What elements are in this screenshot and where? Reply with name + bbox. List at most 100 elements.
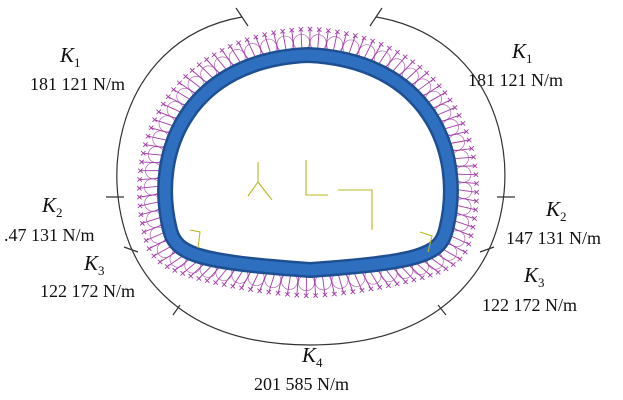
spring-anchor xyxy=(343,31,349,37)
label-k3-right-value: 122 172 N/m xyxy=(482,295,577,315)
spring-anchor xyxy=(160,101,166,107)
svg-text:K4: K4 xyxy=(301,343,323,370)
spring-anchor xyxy=(137,203,143,209)
spring-anchor xyxy=(140,150,146,156)
spring-anchor xyxy=(141,229,147,235)
spring-anchor xyxy=(471,154,477,160)
spring-anchor xyxy=(180,270,186,276)
spring-anchor xyxy=(474,180,480,186)
spring-anchor xyxy=(146,246,152,252)
spring-anchor xyxy=(275,290,281,296)
svg-text:K1: K1 xyxy=(59,43,81,70)
spring-anchor xyxy=(143,237,149,243)
label-k1-left-value: 181 121 N/m xyxy=(30,74,125,94)
spring-anchor xyxy=(253,34,259,40)
label-k2-left-value: .47 131 N/m xyxy=(4,225,95,245)
spring-anchor xyxy=(442,90,448,96)
spring-anchor xyxy=(227,43,233,49)
spring-anchor xyxy=(183,73,189,80)
spring-anchor xyxy=(148,125,154,131)
spring-anchor xyxy=(204,278,210,284)
spring-anchor xyxy=(473,172,479,178)
spring-anchor xyxy=(139,159,145,165)
spring-anchor xyxy=(447,97,453,103)
spring-anchor xyxy=(470,224,476,230)
label-k2-right: K2 147 131 N/m xyxy=(506,197,601,248)
spring-anchor xyxy=(424,70,430,76)
spring-anchor xyxy=(137,176,143,183)
spring-anchor xyxy=(189,67,195,73)
spring-anchor xyxy=(284,291,290,297)
spring-anchor xyxy=(430,76,436,82)
spring-anchor xyxy=(139,220,145,226)
spring-anchor xyxy=(196,62,202,68)
spring-anchor xyxy=(411,277,417,283)
spring-anchor xyxy=(460,120,466,126)
spring-anchor xyxy=(164,264,170,270)
spring-anchor xyxy=(457,256,463,262)
label-k3-right: K3 122 172 N/m xyxy=(482,263,577,315)
svg-text:K3: K3 xyxy=(83,251,105,278)
spring-anchor xyxy=(370,38,376,44)
spring-anchor xyxy=(473,198,479,204)
boundary-ticks xyxy=(106,7,515,316)
spring-anchor xyxy=(151,253,157,259)
svg-text:K3: K3 xyxy=(523,263,545,290)
spring-anchor xyxy=(443,266,449,272)
spring-anchor xyxy=(450,262,456,268)
spring-anchor xyxy=(452,105,458,111)
spring-anchor xyxy=(419,275,425,281)
spring-anchor xyxy=(280,28,286,34)
spring-anchor xyxy=(236,40,242,46)
spring-anchor xyxy=(331,291,337,297)
spring-anchor xyxy=(463,129,469,135)
spring-anchor xyxy=(436,83,442,89)
spring-anchor xyxy=(427,272,433,278)
svg-text:K2: K2 xyxy=(41,193,63,220)
spring-anchor xyxy=(196,275,202,281)
spring-anchor xyxy=(350,289,356,295)
spring-anchor xyxy=(136,194,142,200)
spring-anchor xyxy=(137,168,143,174)
label-k1-right: K1 181 121 N/m xyxy=(468,39,563,90)
label-k2-right-value: 147 131 N/m xyxy=(506,228,601,248)
spring-anchor xyxy=(417,64,423,70)
label-k3-left-value: 122 172 N/m xyxy=(40,281,135,301)
spring-anchor xyxy=(402,54,408,60)
spring-anchor xyxy=(385,283,392,289)
spring-anchor xyxy=(213,280,219,286)
outer-boundary-arc xyxy=(116,16,506,346)
spring-anchor xyxy=(239,285,245,291)
spring-anchor xyxy=(394,281,400,287)
spring-anchor xyxy=(462,249,468,255)
spring-anchor xyxy=(289,27,295,33)
label-k4: K4 201 585 N/m xyxy=(254,343,349,394)
spring-anchor xyxy=(377,284,383,290)
spring-anchor xyxy=(257,288,263,294)
spring-anchor xyxy=(307,26,313,32)
label-k3-left: K3 122 172 N/m xyxy=(40,251,135,301)
spring-anchor xyxy=(244,37,250,43)
spring-anchor xyxy=(248,286,254,292)
spring-anchor xyxy=(322,292,328,298)
spring-anchor xyxy=(145,133,151,139)
spring-anchor xyxy=(466,241,472,247)
spring-anchor xyxy=(334,29,340,35)
spring-anchor xyxy=(156,109,162,115)
spring-anchor xyxy=(368,286,374,292)
spring-anchor xyxy=(472,216,478,222)
spring-anchor xyxy=(469,146,475,152)
spring-anchor xyxy=(341,290,347,296)
spring-anchor xyxy=(394,49,400,55)
svg-text:K1: K1 xyxy=(511,39,533,66)
spring-anchor xyxy=(325,28,331,34)
label-k2-left: K2 .47 131 N/m xyxy=(4,193,95,245)
spring-anchor xyxy=(271,30,277,36)
spring-anchor xyxy=(221,281,227,288)
spring-anchor xyxy=(359,287,365,293)
spring-anchor xyxy=(316,27,322,33)
label-k4-value: 201 585 N/m xyxy=(254,374,349,394)
spring-anchor xyxy=(303,293,309,299)
spring-anchor xyxy=(474,189,480,195)
spring-anchor xyxy=(136,185,142,191)
